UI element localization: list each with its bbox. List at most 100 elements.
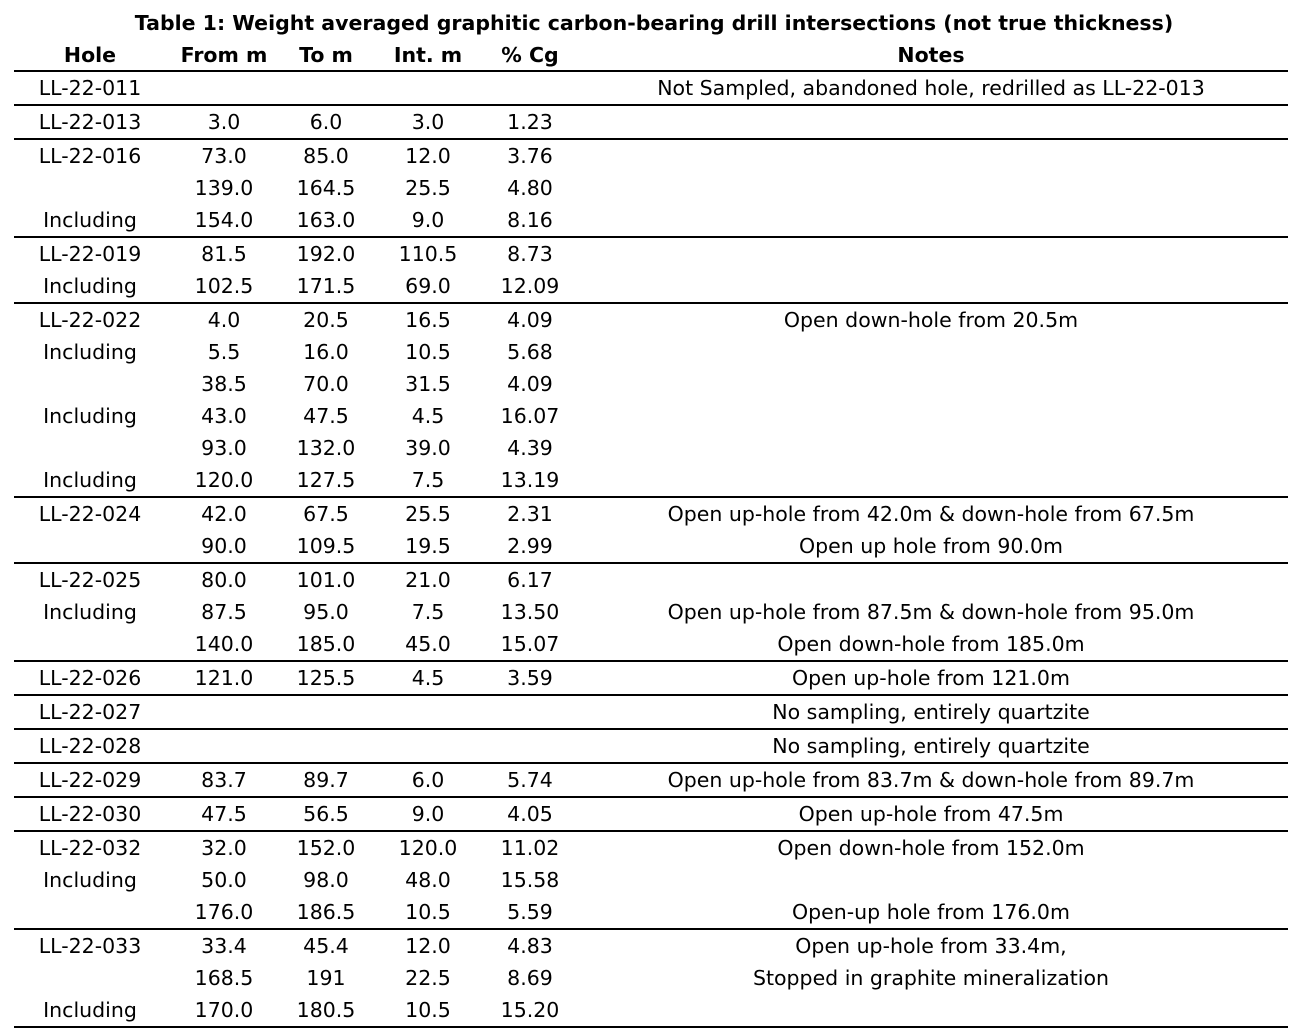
cell-notes	[574, 432, 1288, 464]
table-row: LL-22-028 No sampling, entirely quartzite	[14, 729, 1288, 763]
cell-to: 127.5	[296, 468, 356, 492]
cell-cg: 15.58	[500, 868, 560, 892]
table-title: Table 1: Weight averaged graphitic carbo…	[134, 11, 1174, 35]
cell-hole: LL-22-025	[38, 568, 142, 592]
header-interval: Int. m	[370, 40, 486, 72]
cell-from: 87.5	[201, 600, 247, 624]
cell-to: 186.5	[296, 900, 356, 924]
cell-to: 132.0	[296, 436, 356, 460]
cell-hole: LL-22-032	[38, 836, 142, 860]
cell-to: 191	[306, 966, 346, 990]
cell-notes: No sampling, entirely quartzite	[772, 700, 1090, 724]
cell-from: 80.0	[201, 568, 247, 592]
cell-to: 6.0	[309, 110, 343, 134]
cell-hole: LL-22-026	[38, 666, 142, 690]
cell-from	[166, 695, 282, 729]
cell-hole: Including	[43, 868, 137, 892]
cell-to: 89.7	[303, 768, 349, 792]
cell-to	[282, 71, 370, 105]
table-row: Including 120.0 127.5 7.5 13.19	[14, 464, 1288, 497]
cell-notes	[574, 400, 1288, 432]
hole-group: LL-22-027 No sampling, entirely quartzite	[14, 695, 1288, 729]
cell-notes: Open up-hole from 121.0m	[792, 666, 1070, 690]
cell-interval: 4.5	[411, 666, 445, 690]
cell-hole: LL-22-013	[38, 110, 142, 134]
cell-interval: 48.0	[405, 868, 451, 892]
cell-to: 20.5	[303, 308, 349, 332]
cell-cg	[486, 729, 574, 763]
hole-group: LL-22-016 73.0 85.0 12.0 3.76 139.0 164.5 25.5 4…	[14, 139, 1288, 237]
cell-cg: 15.20	[500, 998, 560, 1022]
table-row: 168.5 191 22.5 8.69 Stopped in graphite mine…	[14, 962, 1288, 994]
cell-from: 43.0	[201, 404, 247, 428]
cell-from: 121.0	[194, 666, 254, 690]
cell-from: 120.0	[194, 468, 254, 492]
cell-cg: 5.68	[507, 340, 553, 364]
hole-group: LL-22-013 3.0 6.0 3.0 1.23	[14, 105, 1288, 139]
cell-interval: 16.5	[405, 308, 451, 332]
cell-interval: 3.0	[411, 110, 445, 134]
cell-from: 33.4	[201, 934, 247, 958]
cell-cg	[486, 695, 574, 729]
cell-to: 98.0	[303, 868, 349, 892]
cell-to: 180.5	[296, 998, 356, 1022]
cell-notes: Open-up hole from 176.0m	[792, 900, 1070, 924]
cell-notes	[574, 105, 1288, 139]
cell-notes: Open up hole from 90.0m	[799, 534, 1063, 558]
header-to: To m	[282, 40, 370, 72]
cell-notes: Open up-hole from 47.5m	[798, 802, 1064, 826]
cell-notes: Not Sampled, abandoned hole, redrilled a…	[657, 76, 1205, 100]
cell-to: 85.0	[303, 144, 349, 168]
cell-to: 185.0	[296, 632, 356, 656]
cell-notes	[574, 994, 1288, 1027]
cell-interval: 12.0	[405, 934, 451, 958]
cell-interval: 10.5	[405, 900, 451, 924]
cell-to: 152.0	[296, 836, 356, 860]
cell-from: 140.0	[194, 632, 254, 656]
cell-interval: 6.0	[411, 768, 445, 792]
header-row: Hole From m To m Int. m % Cg Notes	[14, 40, 1288, 72]
header-notes: Notes	[574, 40, 1288, 72]
cell-hole: Including	[43, 340, 137, 364]
cell-cg: 12.09	[500, 274, 560, 298]
cell-cg: 16.07	[500, 404, 560, 428]
cell-from: 93.0	[201, 436, 247, 460]
cell-hole	[14, 172, 166, 204]
table-row: 93.0 132.0 39.0 4.39	[14, 432, 1288, 464]
cell-to: 95.0	[303, 600, 349, 624]
cell-interval: 12.0	[405, 144, 451, 168]
table-row: LL-22-033 33.4 45.4 12.0 4.83 Open up-hole fr…	[14, 929, 1288, 962]
table-row: 38.5 70.0 31.5 4.09	[14, 368, 1288, 400]
cell-from: 176.0	[194, 900, 254, 924]
cell-hole: LL-22-019	[38, 242, 142, 266]
cell-from: 32.0	[201, 836, 247, 860]
cell-interval	[370, 729, 486, 763]
cell-cg: 4.80	[507, 176, 553, 200]
table-row: Including 170.0 180.5 10.5 15.20	[14, 994, 1288, 1027]
cell-to: 47.5	[303, 404, 349, 428]
table-row: LL-22-024 42.0 67.5 25.5 2.31 Open up-hole fr…	[14, 497, 1288, 530]
cell-to: 171.5	[296, 274, 356, 298]
table-row: LL-22-032 32.0 152.0 120.0 11.02 Open down-ho…	[14, 831, 1288, 864]
cell-hole: LL-22-029	[38, 768, 142, 792]
drill-intersections-table: Hole From m To m Int. m % Cg Notes LL-22…	[14, 40, 1288, 1028]
cell-interval: 45.0	[405, 632, 451, 656]
cell-hole: LL-22-027	[38, 700, 142, 724]
hole-group: LL-22-022 4.0 20.5 16.5 4.09 Open down-hole f…	[14, 303, 1288, 497]
cell-notes: Stopped in graphite mineralization	[752, 966, 1110, 990]
cell-notes: No sampling, entirely quartzite	[772, 734, 1090, 758]
cell-cg: 4.83	[507, 934, 553, 958]
cell-cg: 3.76	[507, 144, 553, 168]
cell-hole: Including	[43, 274, 137, 298]
cell-from: 170.0	[194, 998, 254, 1022]
cell-from: 38.5	[201, 372, 247, 396]
cell-hole: LL-22-024	[38, 502, 142, 526]
cell-cg: 11.02	[500, 836, 560, 860]
table-row: LL-22-019 81.5 192.0 110.5 8.73	[14, 237, 1288, 270]
hole-group: LL-22-024 42.0 67.5 25.5 2.31 Open up-hole fr…	[14, 497, 1288, 563]
cell-interval: 110.5	[398, 242, 458, 266]
table-row: LL-22-030 47.5 56.5 9.0 4.05 Open up-hole fro…	[14, 797, 1288, 831]
cell-to: 56.5	[303, 802, 349, 826]
cell-notes	[574, 336, 1288, 368]
cell-interval: 22.5	[405, 966, 451, 990]
